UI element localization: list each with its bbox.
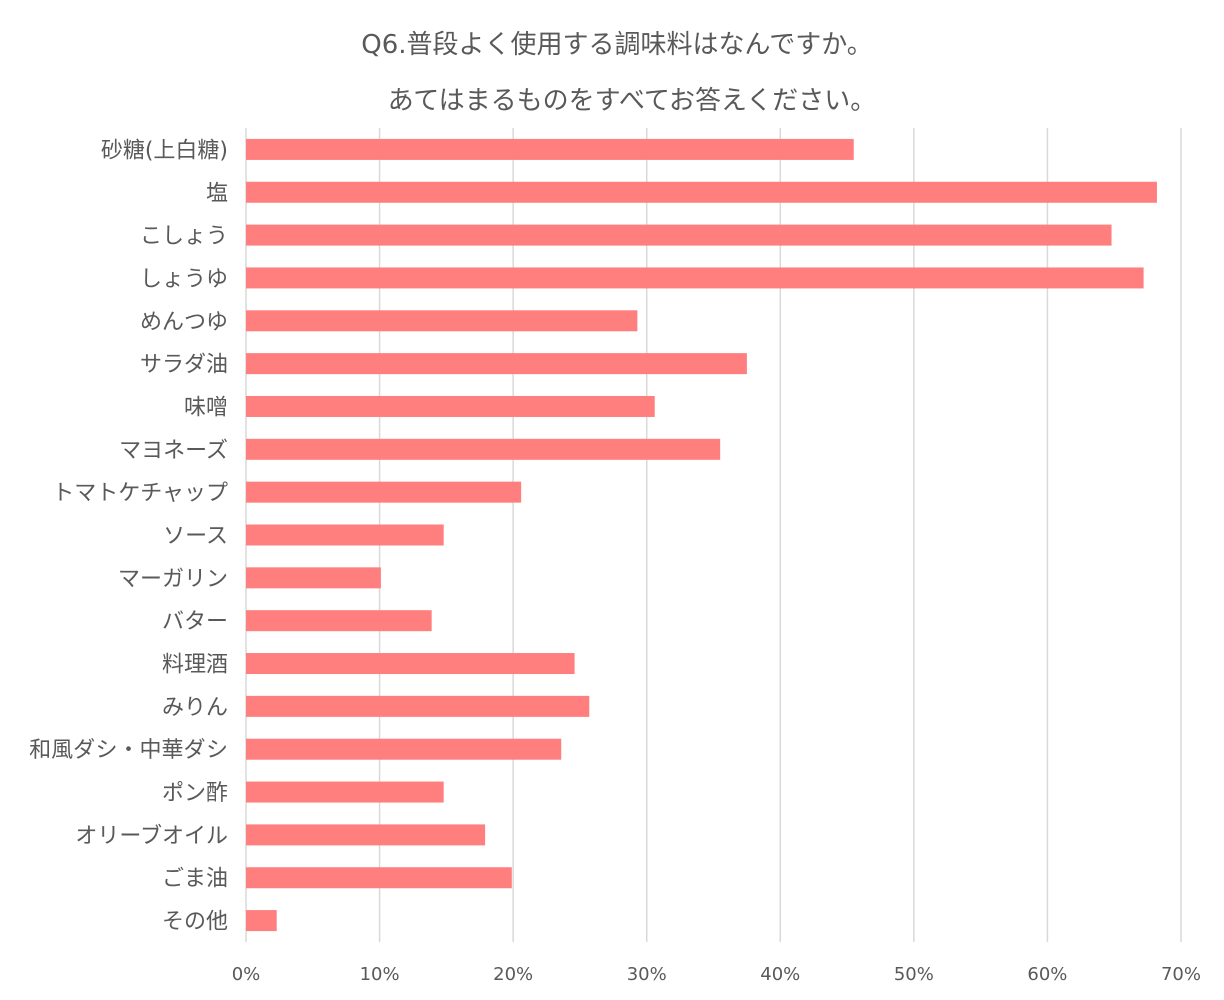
category-label: マーガリン [118,567,228,592]
x-tick-label: 70% [1161,964,1201,985]
bar [246,310,638,332]
bar [246,395,655,417]
category-label: こしょう [140,224,228,249]
bar [246,695,590,717]
x-tick-label: 10% [360,964,400,985]
category-label: ごま油 [162,867,228,892]
category-label: サラダ油 [140,353,228,378]
bar [246,910,277,932]
category-label: 塩 [206,181,228,206]
bar [246,524,444,546]
category-label: みりん [162,695,228,720]
x-tick-label: 30% [627,964,667,985]
bar [246,781,444,803]
category-label: しょうゆ [140,267,228,292]
bar [246,610,432,632]
bar [246,481,522,503]
category-label: めんつゆ [140,310,228,335]
category-label: 味噌 [184,395,228,420]
bar [246,738,562,760]
x-tick-label: 50% [894,964,934,985]
category-label: 料理酒 [162,653,228,678]
category-label: 砂糖(上白糖) [101,138,228,163]
bar [246,353,747,375]
x-tick-label: 40% [760,964,800,985]
bar [246,824,486,846]
bar [246,653,575,675]
category-label: ソース [163,524,228,549]
bar [246,438,721,460]
bar [246,181,1157,203]
category-label: ポン酢 [162,781,228,806]
category-labels: 砂糖(上白糖) 塩こしょうしょうゆめんつゆサラダ油味噌マヨネーズトマトケチャップソ… [29,138,228,934]
category-label: その他 [162,910,228,935]
bar [246,567,381,589]
category-label: マヨネーズ [119,438,228,463]
x-tick-labels: 0% 10% 20% 30% 40% 50% 60% 70% [232,964,1201,985]
bar [246,224,1112,246]
chart-title-line-2: あてはまるものをすべてお答えください。 [387,86,877,116]
category-label: トマトケチャップ [52,481,228,506]
category-label: バター [162,610,228,635]
x-tick-label: 60% [1027,964,1067,985]
bars [246,138,1157,932]
category-label: オリーブオイル [75,824,228,849]
bar [246,867,512,889]
bar [246,138,854,160]
chart-title-line-1: Q6.普段よく使用する調味料はなんですか。 [361,30,873,60]
x-tick-label: 20% [493,964,533,985]
bar [246,267,1144,289]
x-tick-label: 0% [232,964,261,985]
category-label: 和風ダシ・中華ダシ [29,738,228,763]
grid-lines [245,128,1182,942]
